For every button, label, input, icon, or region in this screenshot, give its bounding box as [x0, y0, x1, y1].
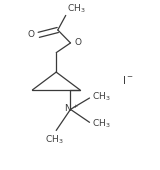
Text: O: O — [28, 30, 35, 39]
Text: CH$_3$: CH$_3$ — [92, 118, 111, 130]
Text: CH$_3$: CH$_3$ — [67, 2, 86, 15]
Text: CH$_3$: CH$_3$ — [92, 90, 111, 103]
Text: N$^+$: N$^+$ — [64, 103, 79, 114]
Text: O: O — [74, 38, 81, 47]
Text: I$^-$: I$^-$ — [122, 74, 134, 86]
Text: CH$_3$: CH$_3$ — [45, 134, 64, 146]
